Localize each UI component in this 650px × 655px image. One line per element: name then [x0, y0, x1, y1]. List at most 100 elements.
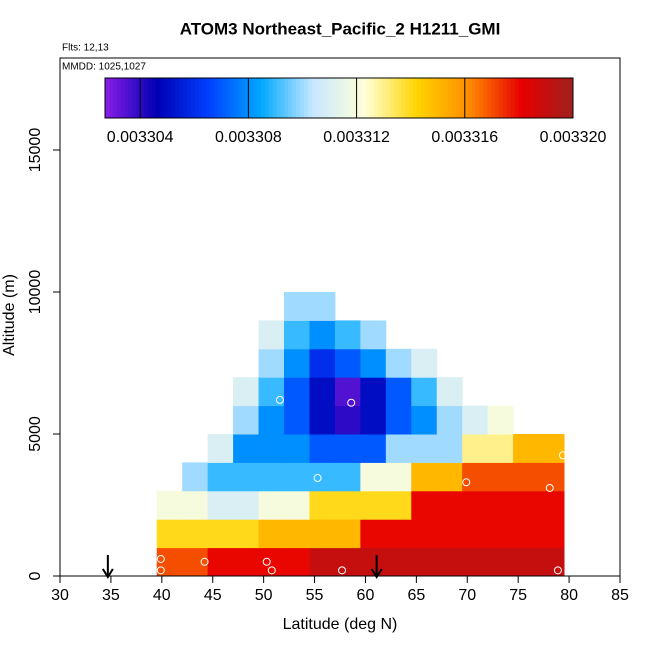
- colorbar-swatch: [510, 78, 515, 118]
- colorbar-swatch: [280, 78, 285, 118]
- colorbar-swatch: [147, 78, 153, 118]
- heatmap-cell: [411, 519, 438, 549]
- colorbar-swatch: [381, 78, 387, 118]
- colorbar-swatch: [167, 78, 172, 118]
- colorbar-swatch: [440, 78, 445, 118]
- colorbar-swatch: [300, 78, 305, 118]
- colorbar-swatch: [530, 78, 535, 118]
- heatmap-cell: [258, 519, 285, 549]
- colorbar-swatch: [366, 78, 371, 118]
- heatmap-cell: [462, 490, 489, 520]
- heatmap-cell: [156, 519, 183, 549]
- heatmap-cell: [538, 490, 565, 520]
- colorbar-swatch: [452, 78, 457, 118]
- colorbar-swatch: [502, 78, 508, 118]
- heatmap-cell: [360, 490, 387, 520]
- colorbar-swatch: [522, 78, 527, 118]
- heatmap-cell: [334, 348, 361, 378]
- heatmap-cell: [436, 434, 463, 463]
- x-tick-label: 80: [560, 587, 578, 604]
- colorbar-swatch: [179, 78, 184, 118]
- colorbar-swatch: [183, 78, 188, 118]
- heatmap-cell: [309, 377, 336, 407]
- heatmap-cell: [258, 490, 285, 520]
- colorbar-swatch: [401, 78, 406, 118]
- y-tick-label: 10000: [27, 270, 44, 315]
- colorbar-swatch: [218, 78, 223, 118]
- colorbar-swatch: [549, 78, 554, 118]
- sample-point: [156, 566, 165, 575]
- colorbar-swatch: [346, 78, 352, 118]
- heatmap-cell: [462, 462, 489, 492]
- heatmap-cell: [309, 434, 336, 463]
- colorbar-swatch: [350, 78, 356, 118]
- colorbar-swatch: [483, 78, 488, 118]
- colorbar-swatch: [292, 78, 297, 118]
- colorbar-swatch: [339, 78, 344, 118]
- colorbar-swatch: [128, 78, 133, 118]
- colorbar-swatch: [225, 78, 231, 118]
- colorbar-tick-label: 0.003320: [540, 129, 607, 146]
- heatmap-cell: [385, 434, 412, 463]
- heatmap-cell: [309, 462, 336, 492]
- heatmap-cell: [334, 405, 361, 435]
- heatmap-cell: [462, 547, 489, 577]
- heatmap-cell: [182, 547, 209, 577]
- colorbar-swatch: [448, 78, 453, 118]
- colorbar-swatch: [541, 78, 547, 118]
- heatmap-cell: [513, 434, 540, 463]
- heatmap-cell: [309, 405, 336, 435]
- colorbar-swatch: [495, 78, 500, 118]
- heatmap-cell: [462, 405, 489, 435]
- colorbar-swatch: [479, 78, 484, 118]
- x-tick-label: 35: [102, 587, 120, 604]
- heatmap-cell: [385, 547, 412, 577]
- heatmap-cell: [334, 320, 361, 350]
- heatmap-cell: [258, 434, 285, 463]
- colorbar-swatch: [222, 78, 227, 118]
- colorbar-swatch: [108, 78, 114, 118]
- heatmap-cell: [538, 434, 565, 463]
- y-tick-label: 0: [27, 571, 44, 580]
- colorbar-swatch: [186, 78, 192, 118]
- colorbar-swatch: [487, 78, 492, 118]
- colorbar-swatch: [245, 78, 250, 118]
- heatmap-cell: [156, 490, 183, 520]
- heatmap-cell: [309, 320, 336, 350]
- x-tick-label: 30: [51, 587, 69, 604]
- colorbar-swatch: [374, 78, 379, 118]
- colorbar-swatch: [557, 78, 562, 118]
- heatmap-cell: [360, 434, 387, 463]
- colorbar-swatch: [229, 78, 235, 118]
- heatmap-cell: [284, 462, 310, 492]
- colorbar-swatch: [514, 78, 519, 118]
- colorbar-swatch: [175, 78, 180, 118]
- heatmap-cell: [436, 490, 463, 520]
- colorbar-swatch: [498, 78, 504, 118]
- heatmap-cell: [309, 547, 336, 577]
- colorbar-swatch: [331, 78, 336, 118]
- heatmap-cell: [258, 320, 285, 350]
- colorbar-swatch: [159, 78, 164, 118]
- colorbar-swatch: [561, 78, 566, 118]
- heatmap-cell: [233, 405, 260, 435]
- heatmap-cell: [385, 462, 412, 492]
- heatmap-cell: [284, 405, 310, 435]
- heatmap-cell: [385, 348, 412, 378]
- heatmap-cell: [513, 490, 540, 520]
- colorbar-swatch: [249, 78, 254, 118]
- colorbar-swatch: [206, 78, 211, 118]
- colorbar-tick-label: 0.003304: [107, 129, 174, 146]
- colorbar-swatch: [296, 78, 301, 118]
- heatmap-cell: [385, 405, 412, 435]
- heatmap-cell: [462, 519, 489, 549]
- colorbar-swatch: [389, 78, 395, 118]
- plot-frame: [59, 57, 621, 577]
- heatmap-cell: [538, 462, 565, 492]
- colorbar-tick-label: 0.003316: [431, 129, 498, 146]
- colorbar-swatch: [323, 78, 328, 118]
- sample-point: [275, 395, 284, 404]
- heatmap-cell: [258, 547, 285, 577]
- colorbar-swatch: [140, 78, 145, 118]
